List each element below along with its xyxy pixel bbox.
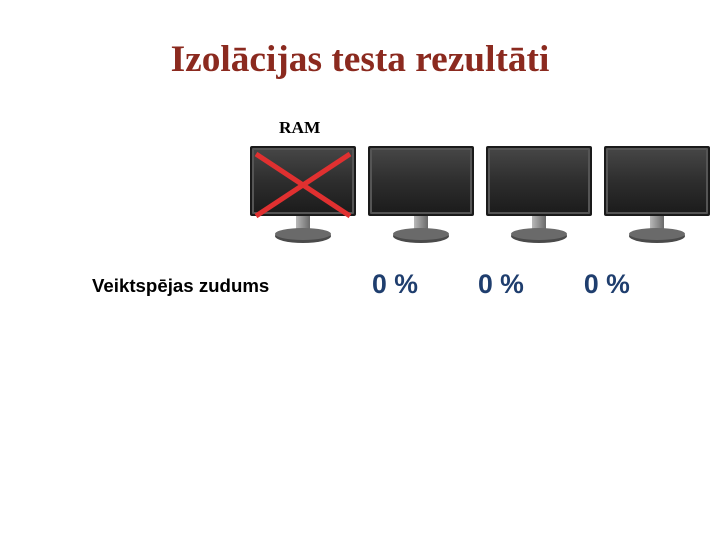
- monitor: [484, 142, 594, 252]
- monitor-icon: [366, 142, 476, 252]
- monitor-icon: [248, 142, 358, 252]
- slide: Izolācijas testa rezultāti RAM: [0, 0, 720, 540]
- monitor-row: [248, 142, 708, 252]
- monitor-icon: [602, 142, 712, 252]
- monitor: [366, 142, 476, 252]
- performance-loss-label: Veiktspējas zudums: [92, 275, 269, 297]
- performance-loss-value: 0 %: [478, 269, 524, 300]
- page-title: Izolācijas testa rezultāti: [0, 38, 720, 81]
- performance-loss-value: 0 %: [372, 269, 418, 300]
- monitor: [602, 142, 712, 252]
- monitor: [248, 142, 358, 252]
- performance-loss-values: 0 % 0 % 0 %: [372, 269, 712, 300]
- ram-label: RAM: [279, 118, 320, 138]
- monitor-icon: [484, 142, 594, 252]
- performance-loss-value: 0 %: [584, 269, 630, 300]
